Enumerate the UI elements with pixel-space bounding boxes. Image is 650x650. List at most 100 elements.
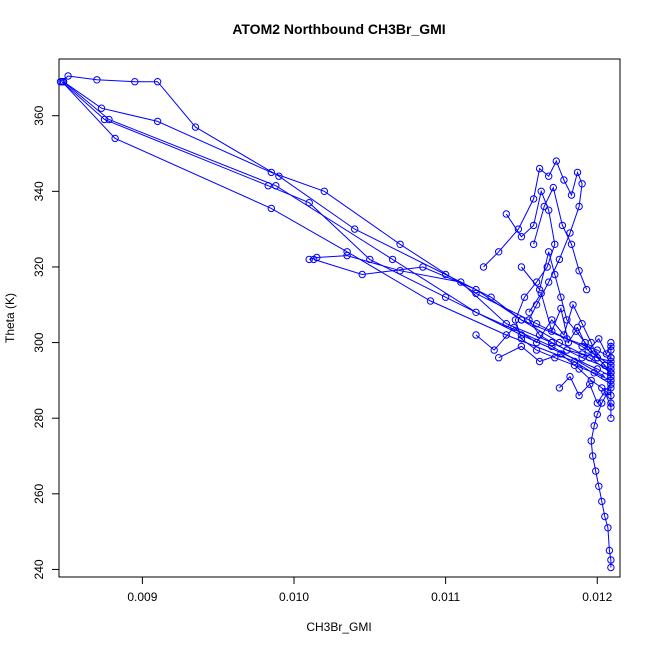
data-point xyxy=(396,240,404,249)
data-point xyxy=(502,331,510,339)
series-line xyxy=(61,81,612,378)
data-point xyxy=(587,376,595,385)
data-point xyxy=(607,556,615,564)
y-tick-label: 320 xyxy=(32,257,46,277)
y-tick-label: 280 xyxy=(32,408,46,428)
data-point xyxy=(545,206,553,214)
data-point xyxy=(551,270,559,279)
data-point xyxy=(590,350,598,358)
data-point xyxy=(604,524,612,532)
x-axis-label: CH3Br_GMI xyxy=(306,620,371,634)
data-point xyxy=(566,229,574,237)
data-point xyxy=(545,278,553,286)
data-point xyxy=(607,391,615,400)
data-point xyxy=(607,376,615,385)
data-point xyxy=(578,350,586,358)
data-point xyxy=(441,270,450,279)
data-point xyxy=(601,388,609,396)
data-point xyxy=(535,164,544,173)
data-point xyxy=(557,293,565,301)
data-point xyxy=(564,338,573,347)
data-point xyxy=(59,78,68,86)
data-point xyxy=(388,255,397,264)
data-point xyxy=(267,204,275,213)
data-point xyxy=(343,251,351,260)
y-tick-label: 340 xyxy=(32,181,46,201)
data-point xyxy=(305,255,313,264)
data-point xyxy=(595,335,603,343)
data-point xyxy=(543,263,551,271)
data-point xyxy=(191,123,200,131)
data-point xyxy=(426,297,435,305)
data-point xyxy=(601,361,609,369)
data-point xyxy=(537,187,545,196)
series-line xyxy=(63,81,612,366)
data-point xyxy=(593,399,601,407)
data-point xyxy=(578,320,586,328)
data-point xyxy=(607,563,615,572)
data-point xyxy=(573,168,582,177)
data-point xyxy=(586,380,594,388)
data-point xyxy=(595,482,603,490)
data-point xyxy=(502,320,510,328)
data-point xyxy=(517,233,526,241)
x-axis: 0.009 0.010 0.011 0.012 xyxy=(127,577,613,604)
data-point xyxy=(510,323,518,332)
y-tick-label: 240 xyxy=(32,559,46,579)
data-point xyxy=(479,263,488,271)
data-point xyxy=(578,180,586,188)
data-point xyxy=(567,240,576,249)
y-axis: 240 260 280 300 320 340 360 xyxy=(32,105,59,579)
series-line xyxy=(63,81,606,378)
data-point xyxy=(563,346,571,354)
data-point xyxy=(582,285,591,294)
data-point xyxy=(358,270,366,279)
data-point xyxy=(535,285,544,294)
y-axis-label: Theta (K) xyxy=(3,293,17,343)
data-point xyxy=(502,210,510,218)
data-point xyxy=(540,202,548,211)
data-point xyxy=(320,187,328,196)
data-point xyxy=(581,338,589,347)
data-point xyxy=(529,240,538,249)
series-line xyxy=(505,189,612,381)
series-line xyxy=(498,345,612,396)
data-point xyxy=(105,115,113,124)
data-point xyxy=(575,267,583,275)
series-line xyxy=(559,375,612,408)
data-point xyxy=(592,467,600,475)
data-point xyxy=(607,338,615,347)
series-line xyxy=(61,81,612,385)
series-line xyxy=(521,251,612,374)
data-point xyxy=(601,512,609,521)
data-point xyxy=(586,354,594,362)
chart-title: ATOM2 Northbound CH3Br_GMI xyxy=(232,21,445,37)
data-point xyxy=(607,342,615,351)
data-point xyxy=(558,221,567,230)
y-tick-label: 360 xyxy=(32,105,46,125)
data-point xyxy=(131,78,139,86)
data-point xyxy=(607,357,615,366)
data-point xyxy=(511,316,520,324)
x-tick-label: 0.009 xyxy=(127,590,157,604)
data-point xyxy=(495,248,503,256)
data-point xyxy=(575,365,583,373)
data-point xyxy=(97,104,106,112)
data-point xyxy=(545,172,553,180)
plot-frame xyxy=(58,58,621,578)
x-tick-label: 0.012 xyxy=(582,590,612,604)
y-tick-label: 300 xyxy=(32,332,46,352)
data-point xyxy=(153,78,162,86)
data-point xyxy=(607,380,615,388)
data-point xyxy=(590,422,598,430)
data-point xyxy=(490,346,498,354)
data-point xyxy=(587,437,595,445)
data-point xyxy=(525,308,533,316)
data-point xyxy=(569,301,577,309)
data-point xyxy=(343,248,351,256)
data-point xyxy=(111,134,119,143)
data-point xyxy=(529,221,538,230)
data-point xyxy=(305,199,313,207)
series-line xyxy=(533,186,588,290)
